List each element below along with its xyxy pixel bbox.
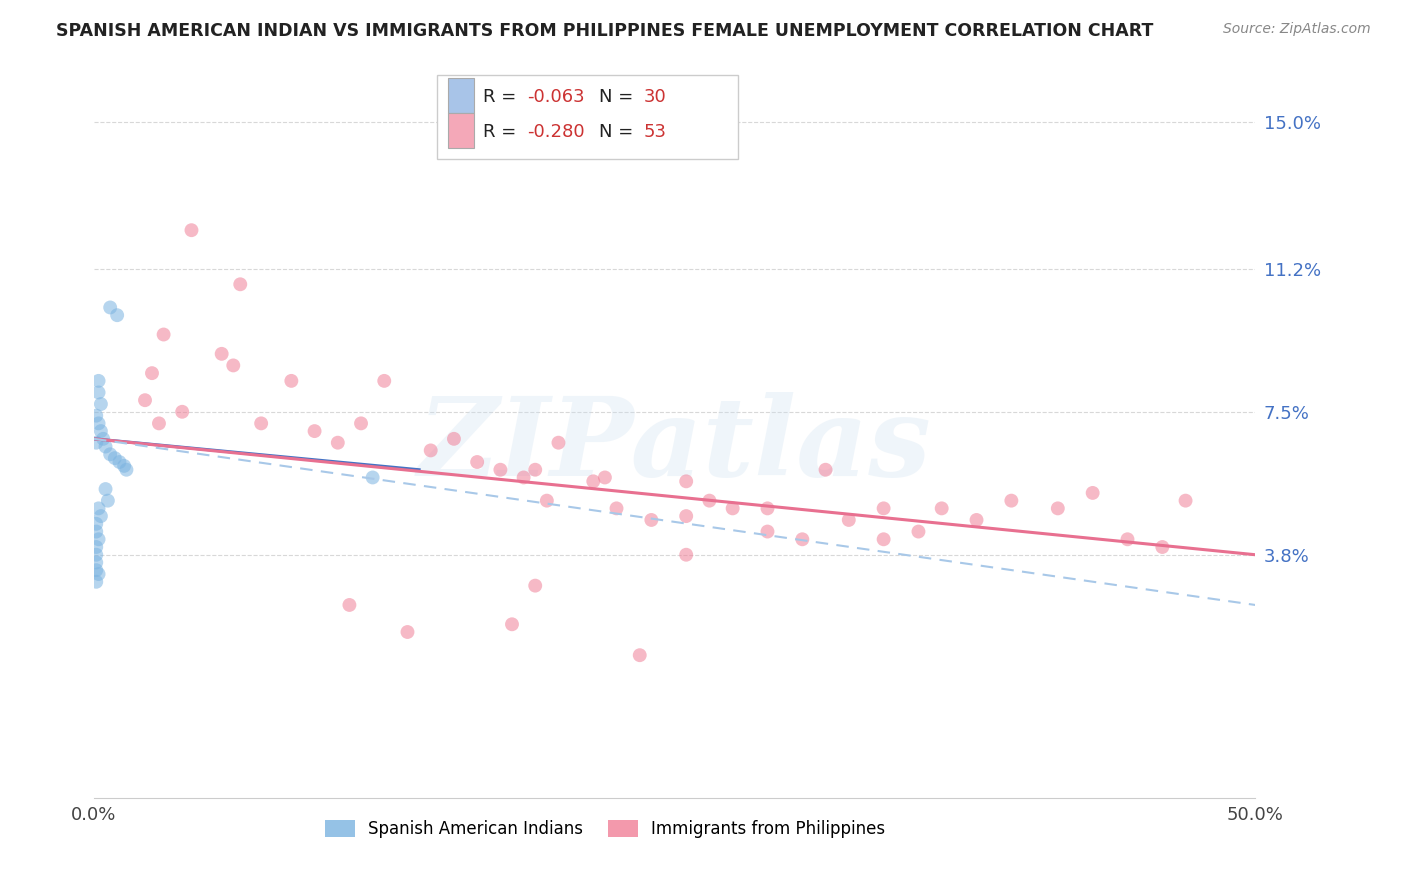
Point	[152, 327, 174, 342]
Point	[91, 432, 114, 446]
Point	[84, 548, 107, 562]
Point	[373, 374, 395, 388]
Text: ZIPatlas: ZIPatlas	[418, 392, 932, 500]
Point	[350, 417, 373, 431]
Point	[84, 563, 107, 577]
Point	[1152, 540, 1174, 554]
Point	[90, 397, 112, 411]
Point	[675, 475, 697, 489]
Point	[222, 359, 245, 373]
Text: R =: R =	[484, 123, 522, 141]
Point	[756, 524, 779, 539]
Point	[628, 648, 651, 663]
Point	[501, 617, 523, 632]
Legend: Spanish American Indians, Immigrants from Philippines: Spanish American Indians, Immigrants fro…	[318, 814, 891, 845]
Point	[489, 463, 512, 477]
Point	[443, 432, 465, 446]
Point	[593, 470, 616, 484]
Point	[172, 405, 194, 419]
Bar	[449, 78, 474, 113]
Point	[547, 435, 569, 450]
Point	[536, 493, 558, 508]
Point	[838, 513, 860, 527]
Point	[94, 482, 117, 496]
Point	[115, 463, 138, 477]
Point	[87, 501, 110, 516]
Point	[524, 579, 547, 593]
Point	[87, 533, 110, 547]
Point	[229, 277, 252, 292]
Bar	[436, 75, 738, 160]
Point	[112, 458, 135, 473]
Point	[396, 625, 419, 640]
Point	[84, 556, 107, 570]
Point	[84, 540, 107, 554]
Point	[104, 451, 127, 466]
Point	[84, 516, 107, 531]
Point	[90, 424, 112, 438]
Point	[148, 417, 170, 431]
Point	[280, 374, 302, 388]
Point	[872, 501, 894, 516]
Point	[361, 470, 384, 484]
Point	[84, 435, 107, 450]
Point	[87, 417, 110, 431]
Point	[675, 548, 697, 562]
Point	[419, 443, 441, 458]
Point	[97, 493, 120, 508]
Point	[180, 223, 202, 237]
Point	[304, 424, 326, 438]
Point	[582, 475, 605, 489]
Text: 53: 53	[643, 123, 666, 141]
Point	[872, 533, 894, 547]
Point	[250, 417, 273, 431]
Text: N =: N =	[599, 88, 640, 106]
Text: -0.063: -0.063	[527, 88, 585, 106]
Point	[141, 366, 163, 380]
Text: 30: 30	[643, 88, 666, 106]
Point	[524, 463, 547, 477]
Point	[1174, 493, 1197, 508]
Point	[721, 501, 744, 516]
Point	[699, 493, 721, 508]
Point	[134, 393, 156, 408]
Point	[1116, 533, 1139, 547]
Text: Source: ZipAtlas.com: Source: ZipAtlas.com	[1223, 22, 1371, 37]
Point	[94, 440, 117, 454]
Point	[84, 574, 107, 589]
Point	[1081, 486, 1104, 500]
Text: -0.280: -0.280	[527, 123, 585, 141]
Point	[1000, 493, 1022, 508]
Point	[814, 463, 837, 477]
Point	[84, 409, 107, 423]
Point	[326, 435, 349, 450]
Point	[105, 308, 128, 322]
Point	[90, 509, 112, 524]
Point	[98, 447, 121, 461]
Point	[512, 470, 534, 484]
Point	[465, 455, 488, 469]
Point	[756, 501, 779, 516]
Point	[98, 301, 121, 315]
Point	[84, 524, 107, 539]
Point	[792, 533, 814, 547]
Point	[87, 374, 110, 388]
Point	[966, 513, 988, 527]
Text: SPANISH AMERICAN INDIAN VS IMMIGRANTS FROM PHILIPPINES FEMALE UNEMPLOYMENT CORRE: SPANISH AMERICAN INDIAN VS IMMIGRANTS FR…	[56, 22, 1153, 40]
Text: N =: N =	[599, 123, 640, 141]
Point	[211, 347, 233, 361]
Point	[907, 524, 929, 539]
Point	[1046, 501, 1069, 516]
Point	[87, 385, 110, 400]
Point	[108, 455, 131, 469]
Point	[931, 501, 953, 516]
Point	[87, 567, 110, 582]
Point	[339, 598, 361, 612]
Bar	[449, 113, 474, 148]
Point	[675, 509, 697, 524]
Text: R =: R =	[484, 88, 522, 106]
Point	[640, 513, 662, 527]
Point	[605, 501, 627, 516]
